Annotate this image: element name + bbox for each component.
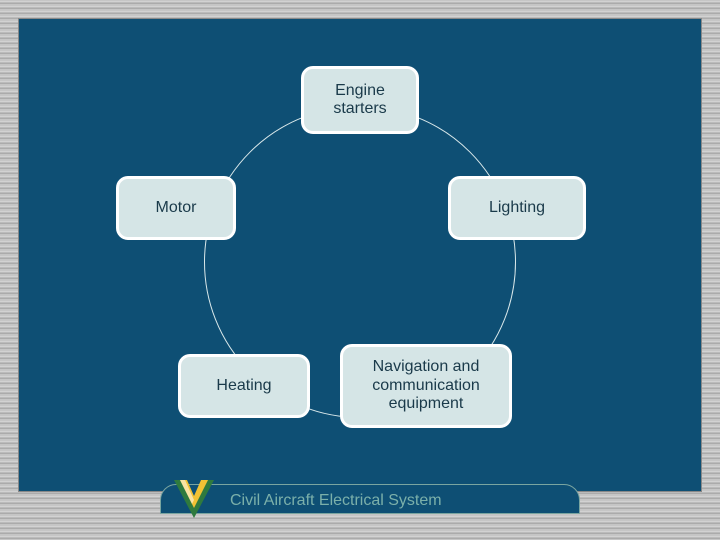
v-chevron-logo-icon — [172, 478, 216, 520]
node-navigation-communication: Navigation and communication equipment — [340, 344, 512, 428]
footer-title: Civil Aircraft Electrical System — [230, 492, 442, 510]
slide-root: Engine starters Motor Lighting Heating N… — [0, 0, 720, 540]
node-engine-starters: Engine starters — [301, 66, 419, 134]
node-lighting: Lighting — [448, 176, 586, 240]
node-motor: Motor — [116, 176, 236, 240]
node-label: Navigation and communication equipment — [372, 358, 480, 413]
node-label: Heating — [216, 377, 271, 395]
node-label: Engine starters — [333, 82, 386, 119]
node-label: Motor — [156, 199, 197, 217]
node-heating: Heating — [178, 354, 310, 418]
node-label: Lighting — [489, 199, 545, 217]
